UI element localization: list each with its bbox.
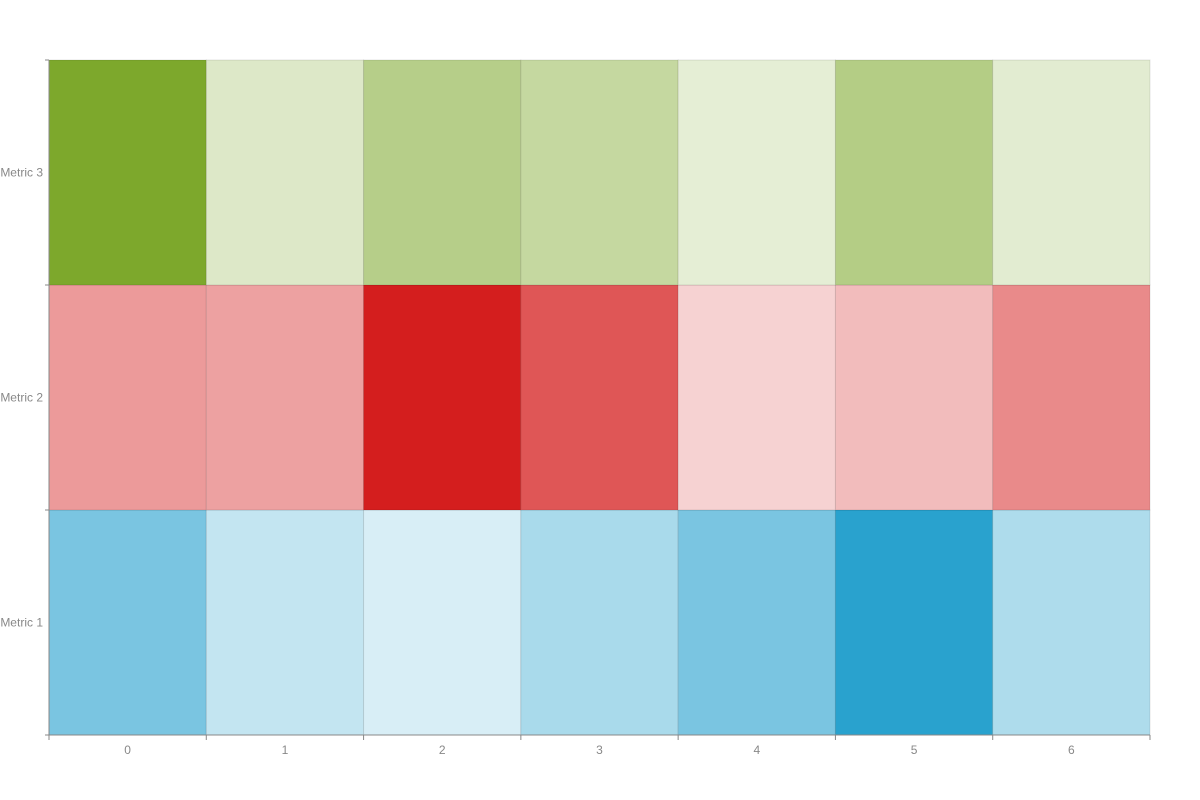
heatmap-cell-metric-3-3: [520, 59, 679, 286]
heatmap-cell-metric-1-4: [677, 509, 836, 736]
heatmap-cell-metric-3-0: [48, 59, 207, 286]
heatmap-cell-metric-2-1: [205, 284, 365, 511]
x-tick-label-0: 0: [124, 743, 131, 757]
y-tick-label-metric-2: Metric 2: [0, 391, 43, 405]
y-tick-label-metric-1: Metric 1: [0, 616, 43, 630]
heatmap-cell-metric-1-5: [834, 509, 994, 736]
heatmap-cell-metric-3-6: [992, 59, 1151, 286]
heatmap-cell-metric-2-0: [48, 284, 207, 511]
x-tick-label-1: 1: [282, 743, 289, 757]
x-tick-label-5: 5: [911, 743, 918, 757]
heatmap-cell-metric-1-0: [48, 509, 207, 736]
cells-layer: [48, 59, 1151, 736]
heatmap-cell-metric-2-3: [520, 284, 679, 511]
y-tick-label-metric-3: Metric 3: [0, 166, 43, 180]
heatmap-cell-metric-2-2: [363, 284, 522, 511]
x-tick-label-6: 6: [1068, 743, 1075, 757]
x-tick-label-4: 4: [753, 743, 760, 757]
heatmap-cell-metric-2-5: [834, 284, 994, 511]
axes-layer: 0 1 2 3 4 5 6 Metric 1 Metric 2 Metric 3: [0, 59, 1151, 757]
heatmap-cell-metric-1-2: [363, 509, 522, 736]
x-tick-label-2: 2: [439, 743, 446, 757]
heatmap-cell-metric-3-2: [363, 59, 522, 286]
heatmap-cell-metric-3-5: [834, 59, 994, 286]
x-tick-label-3: 3: [596, 743, 603, 757]
heatmap-cell-metric-2-6: [992, 284, 1151, 511]
heatmap-cell-metric-3-1: [205, 59, 365, 286]
heatmap-cell-metric-1-3: [520, 509, 679, 736]
heatmap-cell-metric-3-4: [677, 59, 836, 286]
heatmap-cell-metric-1-1: [205, 509, 365, 736]
heatmap-cell-metric-2-4: [677, 284, 836, 511]
heatmap-cell-metric-1-6: [992, 509, 1151, 736]
